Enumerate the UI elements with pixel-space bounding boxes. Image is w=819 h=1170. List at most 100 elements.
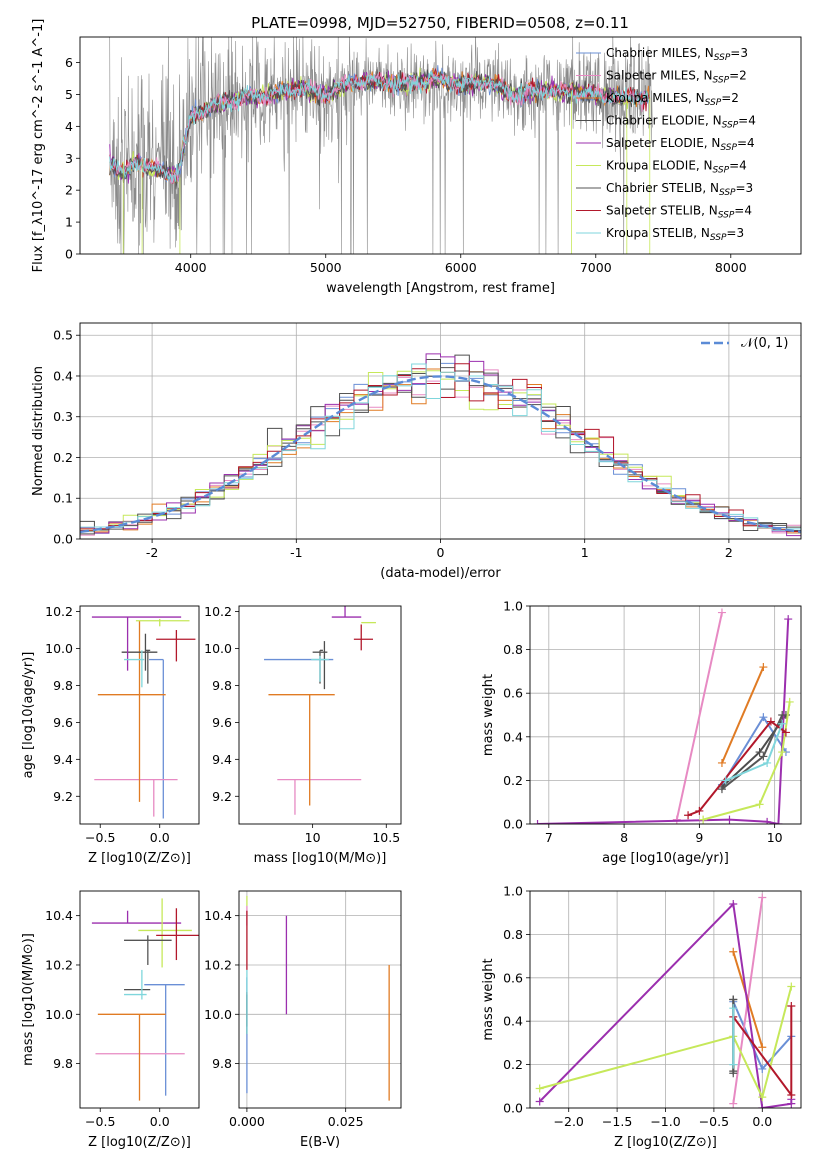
y-tick-label: 10.0 xyxy=(204,1007,232,1022)
weight-point-marker xyxy=(695,806,704,815)
legend-label: Chabrier ELODIE, NSSP=4 xyxy=(606,114,756,131)
panel-Z-age: −0.5 0.0 9.2 9.4 9.6 9.8 10.0 10.2 Z [log10(Z/Z⊙… xyxy=(21,604,200,866)
legend-label: Chabrier MILES, NSSP=3 xyxy=(606,46,748,63)
legend-subscript: SSP xyxy=(713,76,730,86)
y-tick-label: 0.4 xyxy=(503,1014,523,1029)
legend-count: =4 xyxy=(734,204,752,218)
weight-series-line xyxy=(687,720,787,817)
x-tick-label: 0.000 xyxy=(229,1114,265,1129)
weight-point-marker xyxy=(717,785,726,794)
y-tick-label: 5 xyxy=(65,87,73,102)
y-tick-label: 10.2 xyxy=(45,604,73,619)
weight-point-marker xyxy=(781,728,790,737)
x-tick-label: 8 xyxy=(620,830,628,845)
legend-subscript: SSP xyxy=(720,143,737,153)
weight-point-marker xyxy=(787,982,796,991)
weight-point-marker xyxy=(684,811,693,820)
weight-point-marker xyxy=(729,1069,738,1078)
legend-subscript: SSP xyxy=(710,233,727,243)
figure-title: PLATE=0998, MJD=52750, FIBERID=0508, z=0… xyxy=(251,14,629,32)
x-axis-label: wavelength [Angstrom, rest frame] xyxy=(326,281,555,296)
y-tick-label: 9.4 xyxy=(212,752,232,767)
y-tick-label: 10.0 xyxy=(45,641,73,656)
weight-point-marker xyxy=(729,900,738,909)
weight-point-marker xyxy=(758,1093,767,1102)
y-tick-label: 6 xyxy=(65,55,73,70)
axes-frame xyxy=(79,605,200,825)
x-tick-label: 10.5 xyxy=(372,830,400,845)
weight-point-marker xyxy=(699,815,708,824)
y-tick-label: 0.2 xyxy=(503,1057,523,1072)
weight-point-marker xyxy=(778,719,787,728)
legend-subscript: SSP xyxy=(718,211,735,221)
y-tick-label: 0.5 xyxy=(53,328,73,343)
weight-point-marker xyxy=(759,752,768,761)
axes-frame xyxy=(238,605,402,825)
weight-point-marker xyxy=(729,1099,738,1108)
legend-subscript: SSP xyxy=(713,166,730,176)
y-tick-label: 0.8 xyxy=(503,927,523,942)
legend-label: Salpeter MILES, NSSP=2 xyxy=(606,69,747,86)
legend-count: =4 xyxy=(737,136,755,150)
legend-count: =4 xyxy=(738,114,756,128)
normal-curve xyxy=(80,375,801,534)
axes-frame xyxy=(529,890,802,1109)
legend-label: Kroupa ELODIE, NSSP=4 xyxy=(606,159,747,176)
legend-label: Salpeter STELIB, NSSP=4 xyxy=(606,204,752,221)
x-tick-label: 0.0 xyxy=(150,1114,170,1129)
weight-point-marker xyxy=(778,748,787,757)
axes-frame xyxy=(79,322,802,540)
y-tick-label: 0.0 xyxy=(53,532,73,547)
x-tick-label: 9 xyxy=(695,830,703,845)
legend-count: =3 xyxy=(726,226,744,240)
panel-residuals: -2 -1 0 1 2 0.0 0.1 0.2 0.3 0.4 0.5 (data-model)/er… xyxy=(31,322,802,581)
weight-series-line xyxy=(721,666,765,764)
y-tick-label: 0.6 xyxy=(503,970,523,985)
x-tick-label: −2.0 xyxy=(554,1114,584,1129)
weight-point-marker xyxy=(785,697,794,706)
plot-area xyxy=(91,898,199,1101)
weight-point-marker xyxy=(758,893,767,902)
plot-area xyxy=(109,37,653,254)
legend-label: Kroupa MILES, NSSP=2 xyxy=(606,91,739,108)
x-axis-label: E(B-V) xyxy=(300,1135,340,1150)
model-fit-line xyxy=(109,72,650,184)
legend-label: Salpeter ELODIE, NSSP=4 xyxy=(606,136,755,153)
axes-frame xyxy=(238,890,402,1109)
y-tick-label: 10.4 xyxy=(204,908,232,923)
model-fit-line xyxy=(109,71,650,183)
y-tick-label: 0.2 xyxy=(53,450,73,465)
y-tick-label: 0.1 xyxy=(53,491,73,506)
weight-point-marker xyxy=(725,815,734,824)
x-tick-label: 10 xyxy=(305,830,321,845)
weight-point-marker xyxy=(763,758,772,767)
y-axis-label: mass [log10(M/M⊙)] xyxy=(21,933,36,1066)
weight-point-marker xyxy=(784,615,793,624)
y-tick-label: 0.0 xyxy=(503,1101,523,1116)
y-tick-label: 9.2 xyxy=(212,789,232,804)
y-tick-label: 0.4 xyxy=(503,729,523,744)
y-tick-label: 1 xyxy=(65,215,73,230)
x-tick-label: 2 xyxy=(725,545,733,560)
x-axis-label: (data-model)/error xyxy=(380,566,501,581)
y-tick-label: 1.0 xyxy=(503,884,523,899)
y-tick-label: 0.2 xyxy=(503,773,523,788)
y-tick-label: 0.6 xyxy=(503,686,523,701)
weight-series-line xyxy=(702,701,791,821)
y-axis-label: mass weight xyxy=(481,958,496,1040)
x-tick-label: 4000 xyxy=(175,260,207,275)
x-tick-label: -1 xyxy=(290,545,302,560)
y-axis-label: age [log10(age/yr)] xyxy=(21,652,36,779)
y-tick-label: 0.8 xyxy=(503,642,523,657)
y-tick-label: 9.8 xyxy=(212,678,232,693)
y-tick-label: 9.6 xyxy=(53,715,73,730)
plot-area xyxy=(91,616,196,819)
weight-point-marker xyxy=(759,663,768,672)
weight-point-marker xyxy=(717,758,726,767)
weight-point-marker xyxy=(535,1084,544,1093)
weight-point-marker xyxy=(759,713,768,722)
weight-point-marker xyxy=(535,1097,544,1106)
x-axis-label: age [log10(age/yr)] xyxy=(602,851,729,866)
x-tick-label: −0.5 xyxy=(85,830,115,845)
